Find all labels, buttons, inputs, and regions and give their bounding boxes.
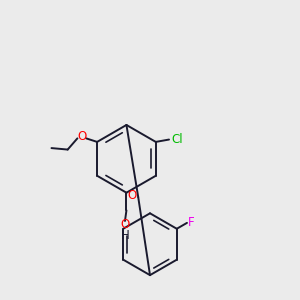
Text: O: O — [77, 130, 86, 142]
Text: F: F — [188, 216, 195, 230]
Text: H: H — [121, 229, 129, 242]
Text: O: O — [120, 218, 130, 231]
Text: O: O — [127, 189, 136, 202]
Text: Cl: Cl — [172, 133, 183, 146]
